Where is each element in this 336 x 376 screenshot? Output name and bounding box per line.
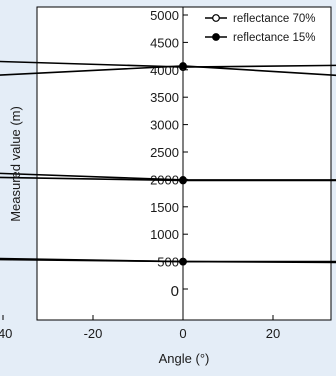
y-tick-label: 4000 <box>150 63 179 78</box>
legend-marker <box>212 33 220 41</box>
data-point-filled <box>179 257 187 266</box>
y-tick-label: 2500 <box>150 145 179 160</box>
legend-label: reflectance 15% <box>233 32 315 44</box>
x-axis: -60-40-200204060 <box>0 315 280 341</box>
series-layer <box>0 60 336 266</box>
legend-marker <box>212 14 220 22</box>
x-tick-label: -40 <box>0 326 12 341</box>
y-tick-label: 1000 <box>150 227 179 242</box>
x-axis-label: Angle (°) <box>159 351 210 366</box>
x-tick-label: 0 <box>179 326 186 341</box>
plot-area <box>36 6 332 321</box>
data-point-filled <box>179 176 187 184</box>
y-tick-label: 4500 <box>150 35 179 50</box>
y-tick-label: 3000 <box>150 118 179 133</box>
legend: reflectance 70% reflectance 15% <box>205 13 315 44</box>
y-tick-label: 5000 <box>150 8 179 23</box>
x-tick-label: -20 <box>84 326 103 341</box>
legend-label: reflectance 70% <box>233 13 315 25</box>
y-tick-label: 1500 <box>150 200 179 215</box>
y-tick-label: 3500 <box>150 90 179 105</box>
data-point-filled <box>179 62 187 70</box>
y-tick-label: 0 <box>171 283 179 300</box>
y-axis-label: Measured value (m) <box>8 106 23 222</box>
x-tick-label: 20 <box>266 326 280 341</box>
